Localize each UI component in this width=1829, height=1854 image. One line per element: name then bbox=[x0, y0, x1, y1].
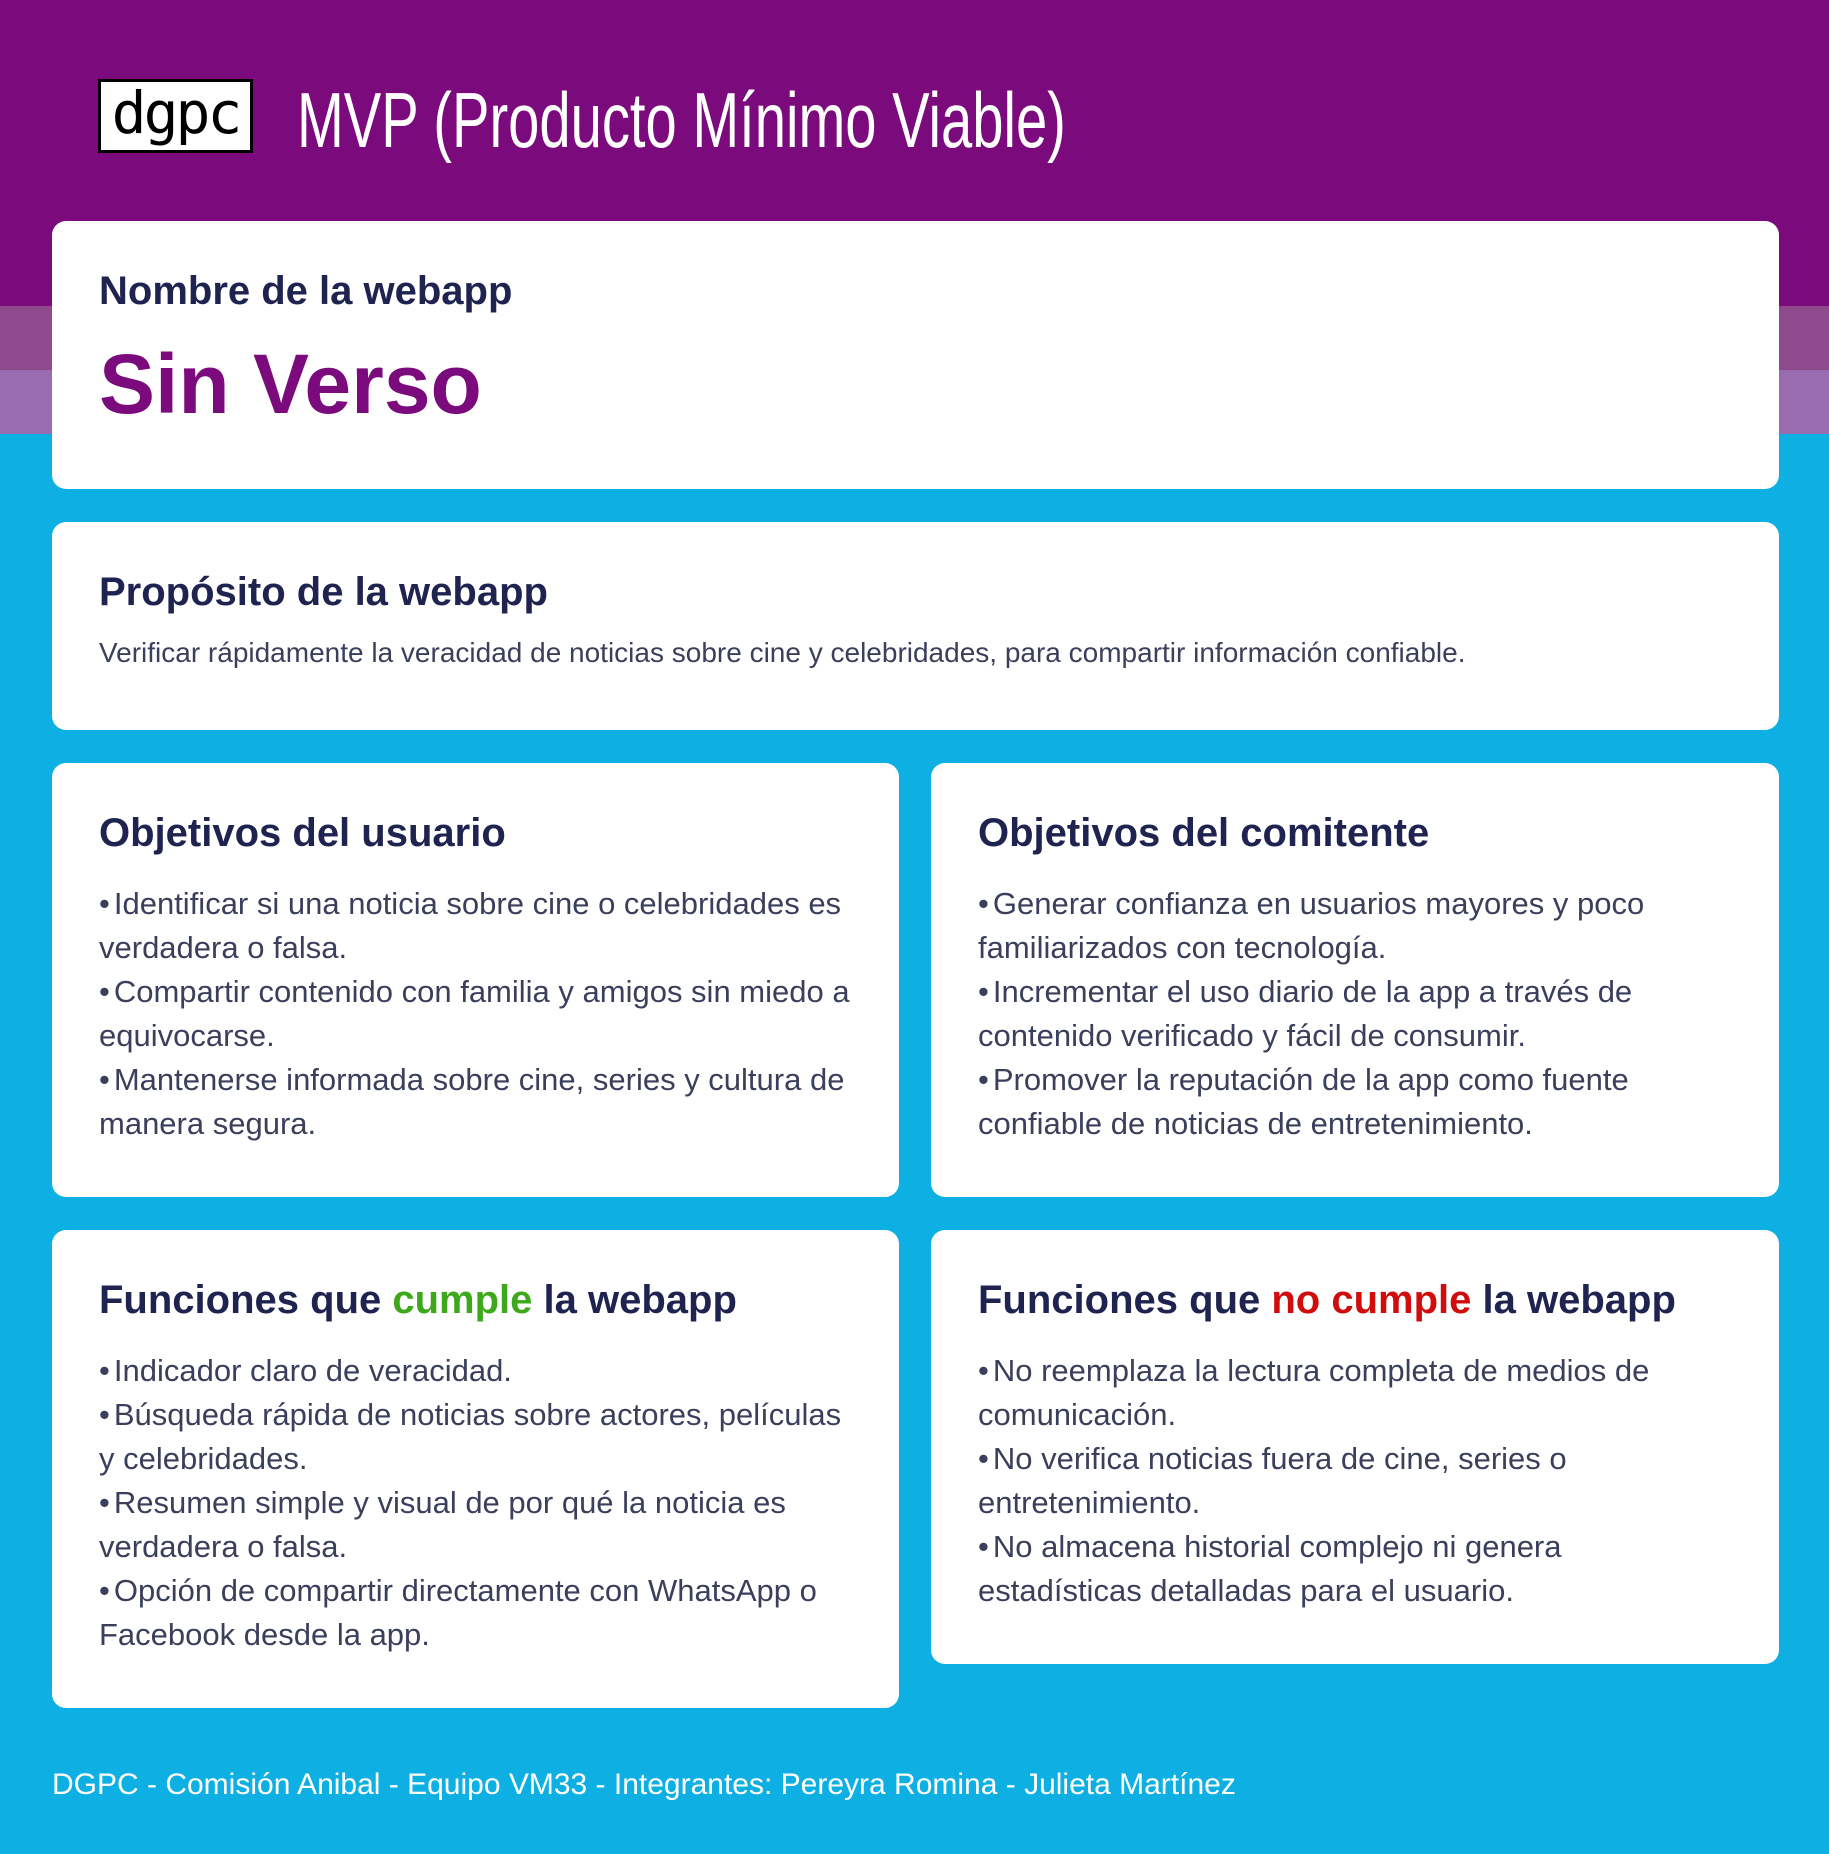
list-item: Promover la reputación de la app como fu… bbox=[978, 1058, 1732, 1146]
webapp-name: Sin Verso bbox=[99, 337, 482, 431]
purpose-card: Propósito de la webapp Verificar rápidam… bbox=[52, 522, 1779, 730]
page-title: MVP (Producto Mínimo Viable) bbox=[297, 76, 1066, 164]
list-item: Mantenerse informada sobre cine, series … bbox=[99, 1058, 852, 1146]
list-item: Opción de compartir directamente con Wha… bbox=[99, 1569, 852, 1657]
functions-no-card: Funciones que no cumple la webapp No ree… bbox=[931, 1230, 1779, 1664]
functions-yes-heading: Funciones que cumple la webapp bbox=[99, 1278, 852, 1323]
dgpc-logo: dgpc bbox=[98, 79, 253, 153]
heading-highlight: no cumple bbox=[1271, 1278, 1472, 1322]
list-item: Compartir contenido con familia y amigos… bbox=[99, 970, 852, 1058]
client-goals-heading: Objetivos del comitente bbox=[978, 811, 1430, 855]
name-heading: Nombre de la webapp bbox=[99, 269, 513, 313]
list-item: Indicador claro de veracidad. bbox=[99, 1349, 852, 1393]
heading-text: la webapp bbox=[532, 1278, 737, 1322]
list-item: No almacena historial complejo ni genera… bbox=[978, 1525, 1732, 1613]
list-item: Generar confianza en usuarios mayores y … bbox=[978, 882, 1732, 970]
list-item: Resumen simple y visual de por qué la no… bbox=[99, 1481, 852, 1569]
functions-no-heading: Funciones que no cumple la webapp bbox=[978, 1278, 1732, 1323]
user-goals-card: Objetivos del usuario Identificar si una… bbox=[52, 763, 899, 1197]
user-goals-heading: Objetivos del usuario bbox=[99, 811, 506, 855]
heading-highlight: cumple bbox=[392, 1278, 533, 1322]
list-item: Identificar si una noticia sobre cine o … bbox=[99, 882, 852, 970]
list-item: No reemplaza la lectura completa de medi… bbox=[978, 1349, 1732, 1437]
purpose-text: Verificar rápidamente la veracidad de no… bbox=[99, 637, 1466, 668]
name-card: Nombre de la webapp Sin Verso bbox=[52, 221, 1779, 489]
client-goals-card: Objetivos del comitente Generar confianz… bbox=[931, 763, 1779, 1197]
list-item: No verifica noticias fuera de cine, seri… bbox=[978, 1437, 1732, 1525]
footer-credits: DGPC - Comisión Anibal - Equipo VM33 - I… bbox=[52, 1768, 1236, 1801]
list-item: Incrementar el uso diario de la app a tr… bbox=[978, 970, 1732, 1058]
list-item: Búsqueda rápida de noticias sobre actore… bbox=[99, 1393, 852, 1481]
heading-text: la webapp bbox=[1471, 1278, 1676, 1322]
functions-yes-card: Funciones que cumple la webapp Indicador… bbox=[52, 1230, 899, 1708]
heading-text: Funciones que bbox=[978, 1278, 1272, 1322]
heading-text: Funciones que bbox=[99, 1278, 393, 1322]
purpose-heading: Propósito de la webapp bbox=[99, 570, 548, 614]
